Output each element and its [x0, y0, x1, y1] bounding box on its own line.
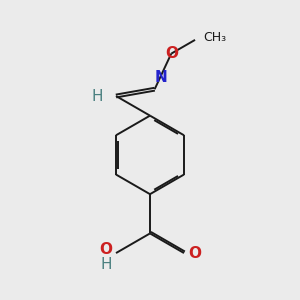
Text: O: O: [99, 242, 112, 256]
Text: O: O: [165, 46, 178, 61]
Text: CH₃: CH₃: [203, 32, 226, 44]
Text: H: H: [100, 257, 112, 272]
Text: H: H: [92, 88, 103, 104]
Text: N: N: [155, 70, 167, 85]
Text: O: O: [188, 246, 201, 261]
